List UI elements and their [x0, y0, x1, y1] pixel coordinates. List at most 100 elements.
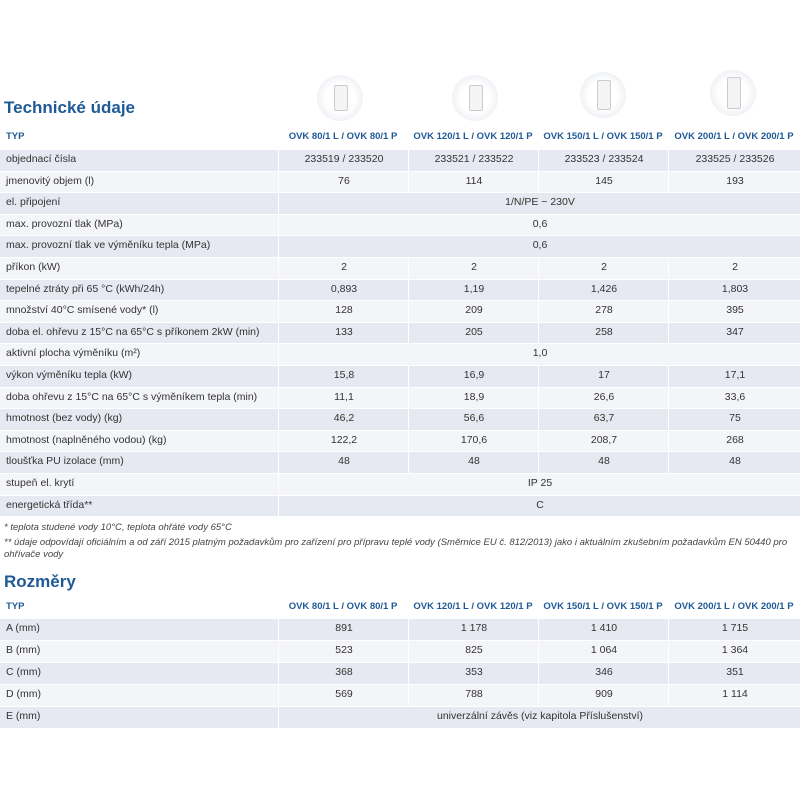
cell-value: 825 — [408, 640, 539, 662]
cell-value: 233525 / 233526 — [668, 149, 800, 171]
column-divider — [278, 473, 279, 495]
cell-value: 209 — [408, 300, 539, 322]
table-row — [0, 662, 800, 684]
cell-value: 233521 / 233522 — [408, 149, 539, 171]
cell-value: 2 — [538, 257, 669, 279]
table-row — [0, 429, 800, 452]
cell-value: 170,6 — [408, 429, 539, 452]
cell-value: 1 364 — [668, 640, 800, 662]
footnote: * teplota studené vody 10°C, teplota ohř… — [4, 522, 232, 534]
cell-value: 16,9 — [408, 365, 539, 387]
column-divider — [278, 192, 279, 214]
column-header: OVK 150/1 L / OVK 150/1 P — [543, 131, 663, 142]
cell-value: 258 — [538, 321, 669, 344]
column-divider — [278, 213, 279, 236]
cell-value: 128 — [278, 300, 409, 322]
table-row — [0, 386, 800, 409]
cell-value: 788 — [408, 684, 539, 706]
cell-value: 233519 / 233520 — [278, 149, 409, 171]
column-header: OVK 120/1 L / OVK 120/1 P — [413, 601, 533, 612]
column-header: OVK 200/1 L / OVK 200/1 P — [674, 131, 794, 142]
table-row — [0, 640, 800, 662]
column-divider — [278, 640, 279, 662]
cell-value: 18,9 — [408, 386, 539, 409]
table-row — [0, 408, 800, 430]
column-header: OVK 150/1 L / OVK 150/1 P — [543, 601, 663, 612]
product-image — [452, 75, 498, 121]
cell-value: 17,1 — [668, 365, 800, 387]
table-row — [0, 149, 800, 171]
column-header: TYP — [6, 601, 25, 612]
cell-value: 1 715 — [668, 618, 800, 640]
cell-value: 2 — [278, 257, 409, 279]
column-header: OVK 80/1 L / OVK 80/1 P — [288, 131, 398, 142]
column-divider — [278, 706, 279, 728]
cell-value: 233523 / 233524 — [538, 149, 669, 171]
row-label: stupeň el. krytí — [6, 477, 75, 489]
row-label: objednací čísla — [6, 153, 77, 165]
column-divider — [278, 257, 279, 279]
column-divider — [278, 365, 279, 387]
cell-value: 122,2 — [278, 429, 409, 452]
column-divider — [278, 684, 279, 706]
table-row — [0, 321, 800, 344]
cell-value: univerzální závěs (viz kapitola Přísluše… — [278, 706, 800, 728]
row-label: množství 40°C smísené vody* (l) — [6, 304, 159, 317]
column-divider — [278, 618, 279, 640]
column-header: OVK 120/1 L / OVK 120/1 P — [413, 131, 533, 142]
column-header: OVK 200/1 L / OVK 200/1 P — [674, 601, 794, 612]
cell-value: 133 — [278, 321, 409, 344]
cell-value: 48 — [408, 451, 539, 473]
table-row — [0, 494, 800, 517]
cell-value: 1 114 — [668, 684, 800, 706]
column-divider — [278, 300, 279, 322]
cell-value: 48 — [278, 451, 409, 473]
cell-value: 1,0 — [278, 343, 800, 365]
section-title: Rozměry — [4, 572, 76, 591]
cell-value: 353 — [408, 662, 539, 684]
cell-value: 145 — [538, 170, 669, 193]
row-label: doba el. ohřevu z 15°C na 65°C s příkone… — [6, 325, 260, 338]
cell-value: 1,19 — [408, 278, 539, 301]
column-divider — [278, 278, 279, 301]
cell-value: 46,2 — [278, 408, 409, 430]
row-label: příkon (kW) — [6, 261, 61, 273]
cell-value: 346 — [538, 662, 669, 684]
row-label: výkon výměníku tepla (kW) — [6, 369, 133, 381]
row-label: aktivní plocha výměníku (m²) — [6, 347, 141, 360]
cell-value: IP 25 — [278, 473, 800, 495]
cell-value: 33,6 — [668, 386, 800, 409]
row-label: energetická třída** — [6, 498, 93, 511]
cell-value: 1,803 — [668, 278, 800, 301]
cell-value: 891 — [278, 618, 409, 640]
table-row — [0, 235, 800, 257]
row-label: B (mm) — [6, 644, 41, 656]
row-label: hmotnost (bez vody) (kg) — [6, 412, 123, 425]
cell-value: 395 — [668, 300, 800, 322]
table-row — [0, 473, 800, 495]
cell-value: 0,893 — [278, 278, 409, 301]
cell-value: 75 — [668, 408, 800, 430]
row-label: jmenovitý objem (l) — [6, 174, 95, 187]
column-divider — [278, 451, 279, 473]
table-row — [0, 192, 800, 214]
cell-value: 114 — [408, 170, 539, 193]
column-header: TYP — [6, 131, 25, 142]
cell-value: 56,6 — [408, 408, 539, 430]
cell-value: 76 — [278, 170, 409, 193]
cell-value: 0,6 — [278, 235, 800, 257]
table-row — [0, 451, 800, 473]
product-image — [580, 72, 626, 118]
cell-value: 205 — [408, 321, 539, 344]
cell-value: 909 — [538, 684, 669, 706]
table-row — [0, 213, 800, 236]
footnote: ** údaje odpovídají oficiálním a od září… — [4, 537, 788, 561]
cell-value: 48 — [668, 451, 800, 473]
column-divider — [278, 408, 279, 430]
cell-value: 523 — [278, 640, 409, 662]
section-title: Technické údaje — [4, 98, 136, 117]
cell-value: 1/N/PE ~ 230V — [278, 192, 800, 214]
table-row — [0, 684, 800, 706]
table-row — [0, 257, 800, 279]
